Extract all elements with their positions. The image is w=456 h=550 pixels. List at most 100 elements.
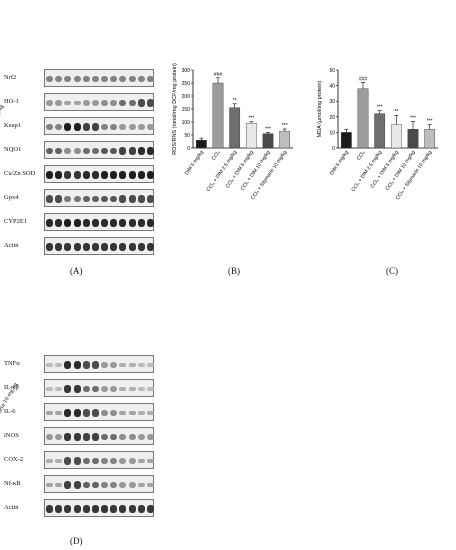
blot-a-band — [82, 195, 90, 203]
blot-d-band — [119, 482, 127, 488]
blot-a-band — [55, 218, 63, 228]
blot-a-blot-strip — [44, 69, 154, 87]
blot-d-band — [101, 386, 109, 392]
blot-a-row: HO-1 — [4, 92, 160, 112]
blot-d-band — [128, 482, 136, 488]
blot-a-band — [73, 148, 81, 154]
blot-d-band — [146, 434, 154, 440]
blot-d-band — [82, 457, 90, 465]
blot-d-band — [146, 458, 154, 464]
blot-a-band — [55, 195, 63, 203]
blot-a-row-label: HO-1 — [4, 98, 19, 105]
blot-d-blot-strip — [44, 355, 154, 373]
blot-a-band — [137, 99, 145, 107]
significance-label: ### — [214, 72, 223, 78]
blot-d-band — [91, 457, 99, 465]
blot-d-band — [101, 410, 109, 416]
blot-d-band — [73, 457, 81, 465]
blot-d-row-label: Nf-κB — [4, 480, 21, 487]
blot-d-row: TNFα — [4, 354, 160, 374]
blot-d-band — [73, 505, 81, 513]
y-tick-label: 10 — [329, 130, 335, 136]
significance-label: *** — [248, 116, 254, 122]
blot-d-band — [137, 505, 145, 513]
blot-d-band — [73, 408, 81, 418]
blot-a-band — [91, 123, 99, 131]
category-label: CCl₄ + DIM 2.5 mg/kg — [206, 150, 239, 193]
blot-a-band — [110, 147, 118, 155]
blot-a-blot-strip — [44, 117, 154, 135]
blot-d-band — [137, 434, 145, 440]
blot-a-band — [82, 123, 90, 131]
blot-a-row-label: Actin — [4, 242, 19, 249]
blot-a-band — [91, 76, 99, 82]
y-tick-label: 0 — [187, 146, 190, 152]
blot-a-blot-strip — [44, 213, 154, 231]
category-label: DIM 5 mg/kg — [184, 150, 205, 177]
blot-d-blot-strip — [44, 475, 154, 493]
blot-a-row-label: NQO1 — [4, 146, 22, 153]
blot-d-band — [64, 433, 72, 441]
blot-d-band — [64, 505, 72, 513]
blot-a-band — [91, 243, 99, 251]
bar — [195, 139, 207, 149]
blot-d-band — [46, 458, 54, 464]
blot-d-band — [82, 385, 90, 393]
blot-a-band — [119, 147, 127, 155]
blot-a-band — [46, 76, 54, 82]
blot-a-band — [128, 195, 136, 203]
blot-a-band — [128, 243, 136, 251]
blot-d-band — [64, 481, 72, 489]
blot-a-band — [82, 218, 90, 228]
blot-d-band — [128, 410, 136, 416]
blot-a-band — [73, 171, 81, 179]
blot-d-band — [119, 434, 127, 440]
blot-d-band — [91, 385, 99, 393]
blot-d-band — [91, 409, 99, 417]
blot-a-band — [82, 147, 90, 155]
blot-d-band — [101, 362, 109, 368]
y-tick-label: 50 — [184, 133, 190, 139]
blot-d-band — [119, 410, 127, 416]
bar — [279, 130, 291, 149]
y-tick-label: 0 — [332, 146, 335, 152]
blot-a-band — [119, 124, 127, 130]
blot-a-band — [119, 218, 127, 228]
bar — [212, 82, 224, 149]
blot-a-band — [128, 170, 136, 180]
bar — [374, 113, 386, 149]
blot-a-band — [46, 170, 54, 180]
blot-a-band — [137, 243, 145, 251]
blot-d-band — [55, 362, 63, 368]
blot-a-blot-strip — [44, 93, 154, 111]
blot-d-band — [110, 433, 118, 441]
blot-d-band — [64, 360, 72, 370]
blot-a-row-label: CYP2E1 — [4, 218, 28, 225]
y-axis-label: ROS/RNS (nmol/mg DCF/mg protein) — [172, 63, 178, 155]
blot-a-band — [128, 76, 136, 82]
blot-a-row: CYP2E1 — [4, 212, 160, 232]
category-label: CCl₄ — [356, 150, 367, 162]
y-tick-label: 100 — [182, 120, 191, 126]
significance-label: *** — [377, 105, 383, 111]
panel-label-c: (C) — [386, 266, 398, 276]
blot-a-band — [146, 76, 154, 82]
blot-d-band — [101, 433, 109, 441]
blot-a-band — [46, 124, 54, 130]
blot-d-row: IL-1β — [4, 378, 160, 398]
blot-a-band — [55, 76, 63, 82]
blot-a-row: NQO1 — [4, 140, 160, 160]
blot-d-band — [101, 482, 109, 488]
blot-a-band — [137, 76, 145, 82]
blot-d-band — [46, 410, 54, 416]
blot-d-row: Nf-κB — [4, 474, 160, 494]
y-axis-label: MDA (µmol/mg protein) — [317, 81, 323, 138]
blot-d-band — [46, 362, 54, 368]
blot-a-band — [55, 124, 63, 130]
blot-a-band — [137, 146, 145, 156]
blot-d-band — [55, 458, 63, 464]
blot-a-band — [146, 170, 154, 180]
chart-mda: 0 10 20 30 40 50 MDA (µmol/mg protein) DIM 5 mg… — [317, 68, 438, 201]
blot-a-blot-strip — [44, 189, 154, 207]
blot-d-band — [64, 457, 72, 465]
